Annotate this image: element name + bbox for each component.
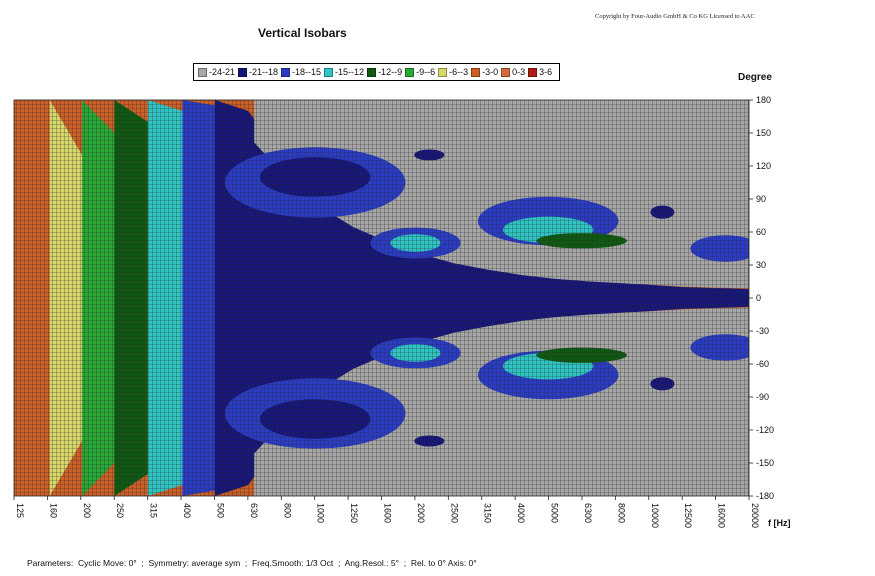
parameter-item: Ang.Resol.: 5° ;	[345, 558, 411, 568]
parameter-item: Rel. to 0° Axis: 0°	[411, 558, 477, 568]
y-tick-label: -30	[756, 326, 769, 336]
y-tick-label: -150	[756, 458, 774, 468]
x-tick-label: 400	[182, 503, 192, 518]
y-tick-label: -90	[756, 392, 769, 402]
x-tick-label: 125	[15, 503, 25, 518]
x-tick-label: 315	[149, 503, 159, 518]
y-tick-label: 180	[756, 95, 771, 105]
parameter-item: Symmetry: average sym ;	[149, 558, 252, 568]
x-tick-label: 5000	[550, 503, 560, 523]
parameter-item: Freq.Smooth: 1/3 Oct ;	[252, 558, 345, 568]
y-tick-label: 0	[756, 293, 761, 303]
x-tick-label: 500	[215, 503, 225, 518]
x-tick-label: 250	[115, 503, 125, 518]
x-tick-label: 1000	[316, 503, 326, 523]
parameters-line: Parameters: Cyclic Move: 0° ; Symmetry: …	[27, 558, 477, 568]
y-tick-label: 120	[756, 161, 771, 171]
x-tick-label: 2000	[416, 503, 426, 523]
y-tick-label: 150	[756, 128, 771, 138]
y-tick-label: -60	[756, 359, 769, 369]
y-tick-label: 90	[756, 194, 766, 204]
x-tick-label: 4000	[516, 503, 526, 523]
y-tick-label: 30	[756, 260, 766, 270]
x-tick-label: 8000	[616, 503, 626, 523]
x-tick-label: 1600	[383, 503, 393, 523]
y-tick-label: -180	[756, 491, 774, 501]
parameters-prefix: Parameters:	[27, 558, 78, 568]
x-tick-label: 200	[82, 503, 92, 518]
x-tick-label: 2500	[449, 503, 459, 523]
x-tick-label: 16000	[717, 503, 727, 528]
grid-overlay	[14, 100, 749, 496]
y-tick-label: -120	[756, 425, 774, 435]
x-tick-label: 160	[48, 503, 58, 518]
x-tick-label: 10000	[650, 503, 660, 528]
x-tick-label: 12500	[683, 503, 693, 528]
y-tick-label: 60	[756, 227, 766, 237]
x-tick-label: 800	[282, 503, 292, 518]
x-tick-label: 1250	[349, 503, 359, 523]
x-tick-label: 3150	[483, 503, 493, 523]
parameter-item: Cyclic Move: 0° ;	[78, 558, 148, 568]
x-tick-label: 6300	[583, 503, 593, 523]
x-tick-label: 630	[249, 503, 259, 518]
x-tick-label: 20000	[750, 503, 760, 528]
